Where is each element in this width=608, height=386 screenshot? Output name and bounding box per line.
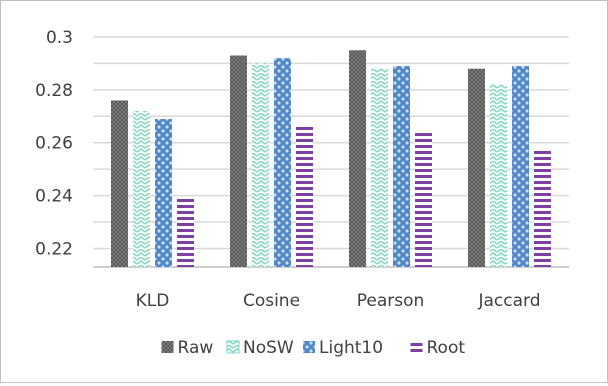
- bars: [111, 50, 551, 268]
- bar-light10-cosine: [274, 58, 291, 267]
- x-category-label: Jaccard: [477, 291, 540, 311]
- x-axis-categories: KLD Cosine Pearson Jaccard: [136, 291, 541, 311]
- bar-root-cosine: [296, 126, 313, 267]
- bar-raw-cosine: [230, 55, 247, 267]
- legend-item-raw: Raw: [161, 338, 214, 358]
- bar-light10-kld: [155, 118, 172, 267]
- bar-raw-kld: [111, 100, 128, 267]
- bar-nosw-pearson: [371, 68, 388, 267]
- y-tick-label: 0.3: [46, 28, 73, 48]
- bar-root-jaccard: [534, 150, 551, 267]
- bar-nosw-cosine: [252, 63, 269, 267]
- x-category-label: KLD: [136, 291, 170, 311]
- x-category-label: Pearson: [357, 291, 425, 311]
- legend: Raw NoSW Light10 Root: [161, 338, 466, 358]
- bar-light10-pearson: [393, 66, 410, 267]
- legend-item-light10: Light10: [303, 338, 383, 358]
- bar-root-pearson: [415, 132, 432, 267]
- bar-raw-jaccard: [468, 68, 485, 267]
- y-tick-label: 0.24: [35, 187, 73, 207]
- legend-item-root: Root: [410, 338, 466, 358]
- legend-swatch: [226, 340, 240, 354]
- legend-swatch: [303, 341, 315, 353]
- legend-swatch: [161, 341, 174, 353]
- y-tick-label: 0.26: [35, 134, 73, 154]
- legend-swatch: [410, 341, 423, 353]
- y-axis-ticks: 0.22 0.24 0.26 0.28 0.3: [35, 28, 73, 259]
- legend-item-nosw: NoSW: [226, 338, 294, 358]
- bar-nosw-jaccard: [490, 84, 507, 267]
- legend-label: Raw: [178, 338, 214, 358]
- x-category-label: Cosine: [243, 291, 300, 311]
- legend-label: Light10: [319, 338, 383, 358]
- bar-root-kld: [177, 198, 194, 267]
- y-tick-label: 0.28: [35, 81, 73, 101]
- legend-label: NoSW: [243, 338, 294, 358]
- y-tick-label: 0.22: [35, 239, 73, 259]
- legend-label: Root: [427, 338, 466, 358]
- bar-nosw-kld: [133, 111, 150, 268]
- bar-raw-pearson: [349, 50, 366, 268]
- bar-light10-jaccard: [512, 66, 529, 267]
- gridlines: [93, 36, 569, 268]
